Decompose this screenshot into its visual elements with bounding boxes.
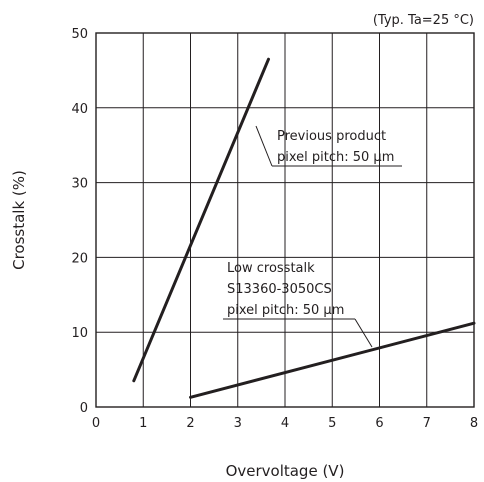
x-axis-ticks: 0 1 2 3 4 5 6 7 8 [92,416,478,431]
y-axis-title: Crosstalk (%) [10,170,28,270]
y-tick-label: 10 [71,326,88,341]
x-tick-label: 2 [186,416,194,431]
annotation-layer: Previous product pixel pitch: 50 µm Low cr… [223,125,402,348]
x-tick-label: 3 [234,416,242,431]
x-tick-label: 7 [423,416,431,431]
series-layer [132,57,476,399]
series-low-crosstalk-annotation-line: Low crosstalk [227,261,315,276]
x-tick-label: 0 [92,416,100,431]
series-previous-product-annotation-leader [255,125,273,167]
series-low-crosstalk-annotation-line: S13360-3050CS [227,282,332,297]
series-low-crosstalk-annotation-leader [354,318,373,348]
x-tick-label: 8 [470,416,478,431]
series-previous-product-annotation-line: Previous product [277,129,386,144]
series-low-crosstalk-line [189,321,476,399]
series-previous-product-annotation-line: pixel pitch: 50 µm [277,150,394,165]
series-low-crosstalk-annotation-line: pixel pitch: 50 µm [227,303,344,318]
x-axis-title: Overvoltage (V) [226,462,345,480]
y-tick-label: 20 [71,251,88,266]
grid-lines [96,33,474,407]
x-tick-label: 4 [281,416,289,431]
x-tick-label: 5 [328,416,336,431]
y-tick-label: 40 [71,102,88,117]
y-tick-label: 30 [71,177,88,192]
plot-frame [95,32,475,408]
series-previous-product-line [132,57,270,383]
x-tick-label: 1 [139,416,147,431]
y-axis-ticks: 0 10 20 30 40 50 [71,27,88,416]
x-tick-label: 6 [375,416,383,431]
y-tick-label: 0 [80,401,88,416]
y-tick-label: 50 [71,27,88,42]
condition-note: (Typ. Ta=25 °C) [373,13,474,28]
